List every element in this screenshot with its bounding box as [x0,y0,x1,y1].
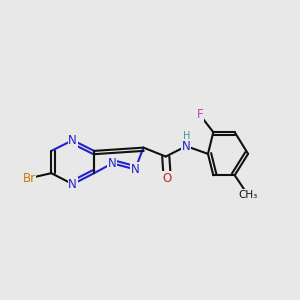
Text: N: N [182,140,190,153]
Text: N: N [108,157,117,170]
Text: CH₃: CH₃ [238,190,258,200]
Text: F: F [196,108,203,122]
Text: N: N [68,134,77,147]
Text: N: N [131,163,140,176]
Text: N: N [68,178,77,191]
Text: H: H [183,131,190,141]
Text: Br: Br [22,172,36,185]
Text: O: O [163,172,172,185]
